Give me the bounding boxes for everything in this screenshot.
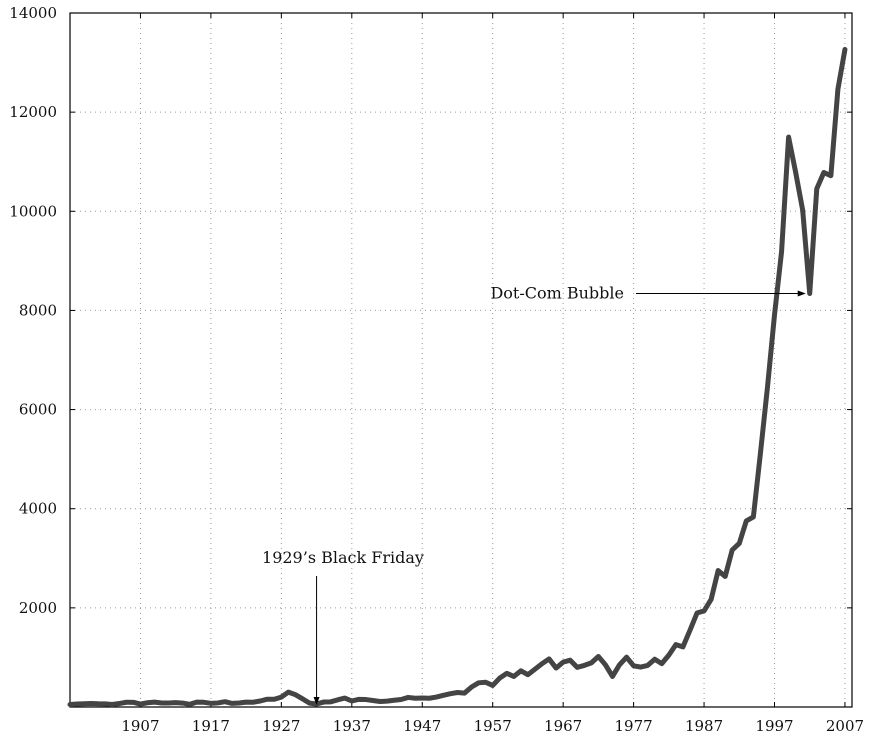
black-friday-arrowhead [313,697,320,705]
dotcom-arrowhead [797,290,806,297]
x-tick-label: 1927 [262,717,300,735]
y-tick-label: 6000 [19,401,57,419]
x-tick-label: 1967 [544,717,582,735]
y-tick-label: 2000 [19,599,57,617]
x-tick-label: 1987 [685,717,723,735]
black-friday-label: 1929’s Black Friday [262,548,424,567]
x-tick-label: 1907 [121,717,159,735]
y-tick-label: 12000 [9,103,57,121]
series-line [67,46,848,708]
x-tick-label: 1917 [192,717,230,735]
x-tick-label: 1957 [474,717,512,735]
y-tick-label: 4000 [19,500,57,518]
x-tick-label: 1947 [403,717,441,735]
y-tick-label: 10000 [9,202,57,220]
y-tick-label: 14000 [9,4,57,22]
y-tick-label: 8000 [19,301,57,319]
x-tick-label: 1997 [755,717,793,735]
x-tick-label: 1937 [333,717,371,735]
x-tick-label: 1977 [615,717,653,735]
x-tick-label: 2007 [826,717,864,735]
dotcom-label: Dot-Com Bubble [490,283,624,302]
axes-frame [69,12,853,708]
